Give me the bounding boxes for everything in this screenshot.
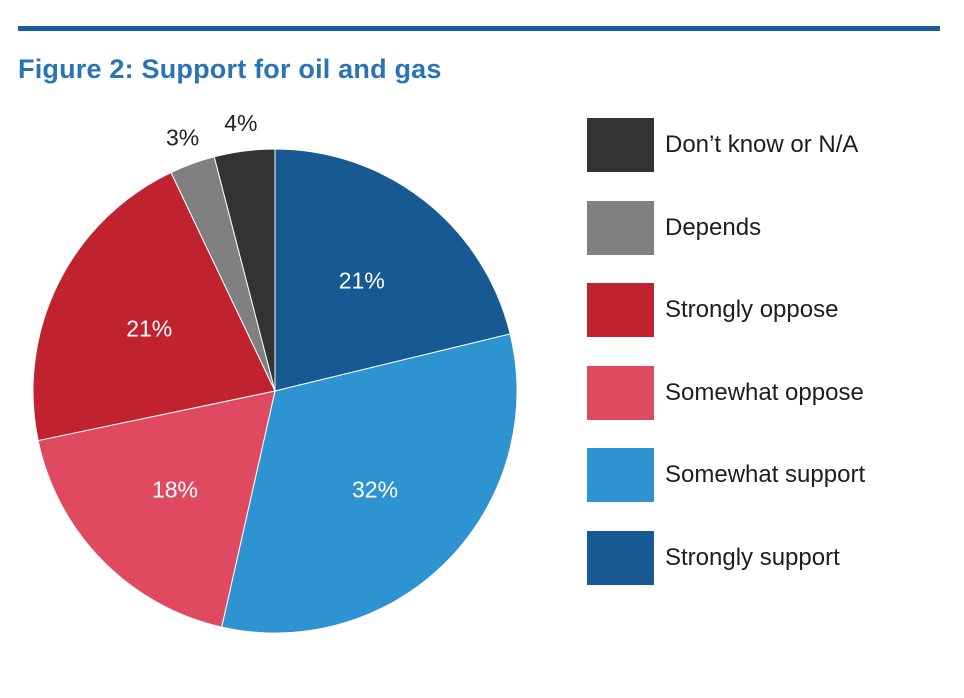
legend-item-strongly-oppose: Strongly oppose	[587, 283, 838, 337]
legend-label: Strongly support	[665, 543, 840, 571]
pie-data-label-somewhat-oppose: 18%	[152, 476, 198, 502]
legend-label: Depends	[665, 213, 762, 241]
pie-data-label-strongly-oppose: 21%	[126, 316, 172, 342]
legend-item-depends: Depends	[587, 200, 762, 255]
legend-item-strongly-support: Strongly support	[587, 530, 840, 585]
pie-slice-somewhat-oppose	[37, 390, 276, 628]
pie-data-label-don-t-know-or-n-a: 4%	[224, 110, 257, 136]
pie-slice-somewhat-support	[221, 333, 518, 634]
legend-label: Don’t know or N/A	[665, 131, 859, 158]
pie-data-label-depends: 3%	[166, 124, 199, 150]
pie-slice-strongly-oppose	[32, 171, 276, 442]
pie-data-label-strongly-support: 21%	[339, 268, 385, 294]
pie-data-label-somewhat-support: 32%	[352, 476, 398, 502]
legend-swatch	[587, 448, 654, 502]
legend-item-somewhat-oppose: Somewhat oppose	[587, 365, 864, 420]
legend-swatch	[587, 365, 654, 420]
figure-title: Figure 2: Support for oil and gas	[18, 54, 442, 84]
pie-slice-don-t-know-or-n-a	[213, 148, 276, 392]
legend-item-somewhat-support: Somewhat support	[587, 448, 865, 502]
legend-label: Somewhat oppose	[665, 378, 864, 406]
legend-swatch	[587, 200, 654, 255]
legend-swatch	[587, 118, 654, 172]
legend-swatch	[587, 283, 654, 337]
legend-swatch	[587, 530, 654, 585]
legend-item-don-t-know-or-n-a: Don’t know or N/A	[587, 118, 858, 172]
legend-label: Strongly oppose	[665, 296, 839, 323]
top-rule	[18, 26, 940, 31]
pie-slice-strongly-support	[274, 148, 511, 392]
legend-label: Somewhat support	[665, 461, 866, 488]
